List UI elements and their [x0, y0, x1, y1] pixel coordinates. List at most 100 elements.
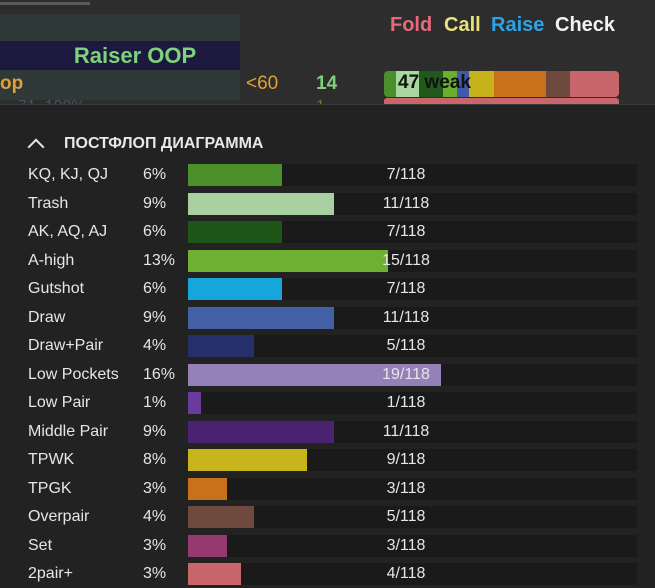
combo-breakdown-bar[interactable]	[384, 71, 619, 97]
hand-category-row[interactable]: Trash 9% 11/118	[0, 192, 655, 215]
category-percent: 4%	[143, 508, 167, 525]
category-label: Draw+Pair	[28, 337, 104, 354]
category-count: 5/118	[386, 508, 426, 525]
category-label: A-high	[28, 251, 75, 269]
category-percent: 9%	[143, 308, 167, 326]
category-count: 11/118	[382, 422, 430, 440]
combo-segment	[569, 71, 619, 97]
category-percent: 16%	[143, 365, 176, 383]
hand-category-row[interactable]: Set 3% 3/118	[0, 534, 655, 557]
category-bar-track	[188, 477, 637, 500]
combo-segment	[384, 71, 396, 97]
hand-category-row[interactable]: Low Pair 1% 1/118	[0, 392, 655, 414]
combo-bar-label: 47 weak	[398, 72, 471, 94]
category-bar-track	[188, 363, 637, 386]
hand-category-row[interactable]: A-high 13% 15/118	[0, 249, 655, 272]
legend-raise: Raise	[491, 14, 545, 36]
hand-category-row[interactable]: AK, AQ, AJ 6% 7/118	[0, 221, 655, 243]
category-label: Gutshot	[28, 280, 85, 297]
category-count: 4/118	[386, 565, 426, 582]
category-bar-track	[188, 335, 637, 357]
range-row-strip	[0, 70, 240, 100]
category-label: 2pair+	[28, 565, 73, 582]
category-count: 15/118	[382, 251, 430, 269]
hand-category-row[interactable]: Overpair 4% 5/118	[0, 506, 655, 528]
category-bar-fill	[188, 477, 227, 500]
category-label: KQ, KJ, QJ	[28, 166, 109, 183]
category-bar-track	[188, 278, 637, 300]
chevron-up-icon[interactable]	[27, 138, 45, 156]
category-percent: 6%	[143, 280, 167, 297]
category-count: 7/118	[386, 223, 426, 240]
category-bar-fill	[188, 278, 282, 300]
category-bar-track	[188, 420, 637, 443]
combo-segment	[395, 71, 420, 97]
hand-category-row[interactable]: Gutshot 6% 7/118	[0, 278, 655, 300]
combo-segment	[468, 71, 495, 97]
category-label: Low Pair	[28, 394, 91, 411]
category-bar-track	[188, 221, 637, 243]
combo-word: weak	[424, 72, 471, 93]
top-divider	[0, 2, 90, 5]
category-count: 1/118	[386, 394, 426, 411]
faded-combo-bar	[384, 98, 619, 104]
hand-category-row[interactable]: Low Pockets 16% 19/118	[0, 363, 655, 386]
category-bar-track	[188, 449, 637, 471]
category-count: 7/118	[386, 166, 426, 183]
hand-category-row[interactable]: Middle Pair 9% 11/118	[0, 420, 655, 443]
category-label: TPGK	[28, 479, 72, 497]
hand-category-row[interactable]: Draw 9% 11/118	[0, 306, 655, 329]
category-label: Trash	[28, 194, 69, 212]
category-count: 11/118	[382, 308, 430, 326]
panel-title[interactable]: ПОСТФЛОП ДИАГРАММА	[64, 135, 264, 152]
category-bar-fill	[188, 192, 334, 215]
header-strip	[0, 14, 240, 41]
category-percent: 3%	[143, 565, 167, 582]
legend-fold: Fold	[390, 14, 433, 36]
category-bar-track	[188, 506, 637, 528]
category-percent: 4%	[143, 337, 167, 354]
category-percent: 6%	[143, 166, 167, 183]
hand-category-row[interactable]: KQ, KJ, QJ 6% 7/118	[0, 164, 655, 186]
combo-segment	[442, 71, 457, 97]
postflop-panel: ПОСТФЛОП ДИАГРАММА KQ, KJ, QJ 6% 7/118 Tras…	[0, 104, 655, 588]
position-label: op	[0, 73, 24, 94]
category-percent: 13%	[143, 251, 176, 269]
category-bar-fill	[188, 392, 201, 414]
hand-category-row[interactable]: Draw+Pair 4% 5/118	[0, 335, 655, 357]
category-bar-track	[188, 306, 637, 329]
category-label: Low Pockets	[28, 365, 119, 383]
combo-segment	[494, 71, 547, 97]
category-count: 5/118	[386, 337, 426, 354]
category-count: 3/118	[386, 536, 426, 554]
category-count: 19/118	[382, 365, 430, 383]
category-bar-fill	[188, 563, 241, 585]
category-count: 3/118	[386, 479, 426, 497]
combo-segment	[419, 71, 443, 97]
category-count: 7/118	[386, 280, 426, 297]
category-bar-track	[188, 534, 637, 557]
combo-number: 47	[398, 72, 420, 93]
category-bar-track	[188, 563, 637, 585]
category-label: Middle Pair	[28, 422, 109, 440]
combo-segment	[546, 71, 570, 97]
category-percent: 3%	[143, 536, 167, 554]
hand-category-row[interactable]: TPWK 8% 9/118	[0, 449, 655, 471]
hand-category-row[interactable]: 2pair+ 3% 4/118	[0, 563, 655, 585]
category-label: Draw	[28, 308, 66, 326]
category-label: AK, AQ, AJ	[28, 223, 108, 240]
category-bar-fill	[188, 221, 282, 243]
category-percent: 9%	[143, 194, 167, 212]
raiser-title: Raiser OOP	[0, 41, 240, 70]
category-bar-fill	[188, 449, 307, 471]
category-count: 9/118	[386, 451, 426, 468]
category-percent: 1%	[143, 394, 167, 411]
category-bar-fill	[188, 306, 334, 329]
category-bar-fill	[188, 420, 334, 443]
category-percent: 9%	[143, 422, 167, 440]
category-bar-fill	[188, 164, 282, 186]
hand-category-row[interactable]: TPGK 3% 3/118	[0, 477, 655, 500]
category-label: TPWK	[28, 451, 75, 468]
category-bar-fill	[188, 363, 441, 386]
category-bar-fill	[188, 335, 254, 357]
